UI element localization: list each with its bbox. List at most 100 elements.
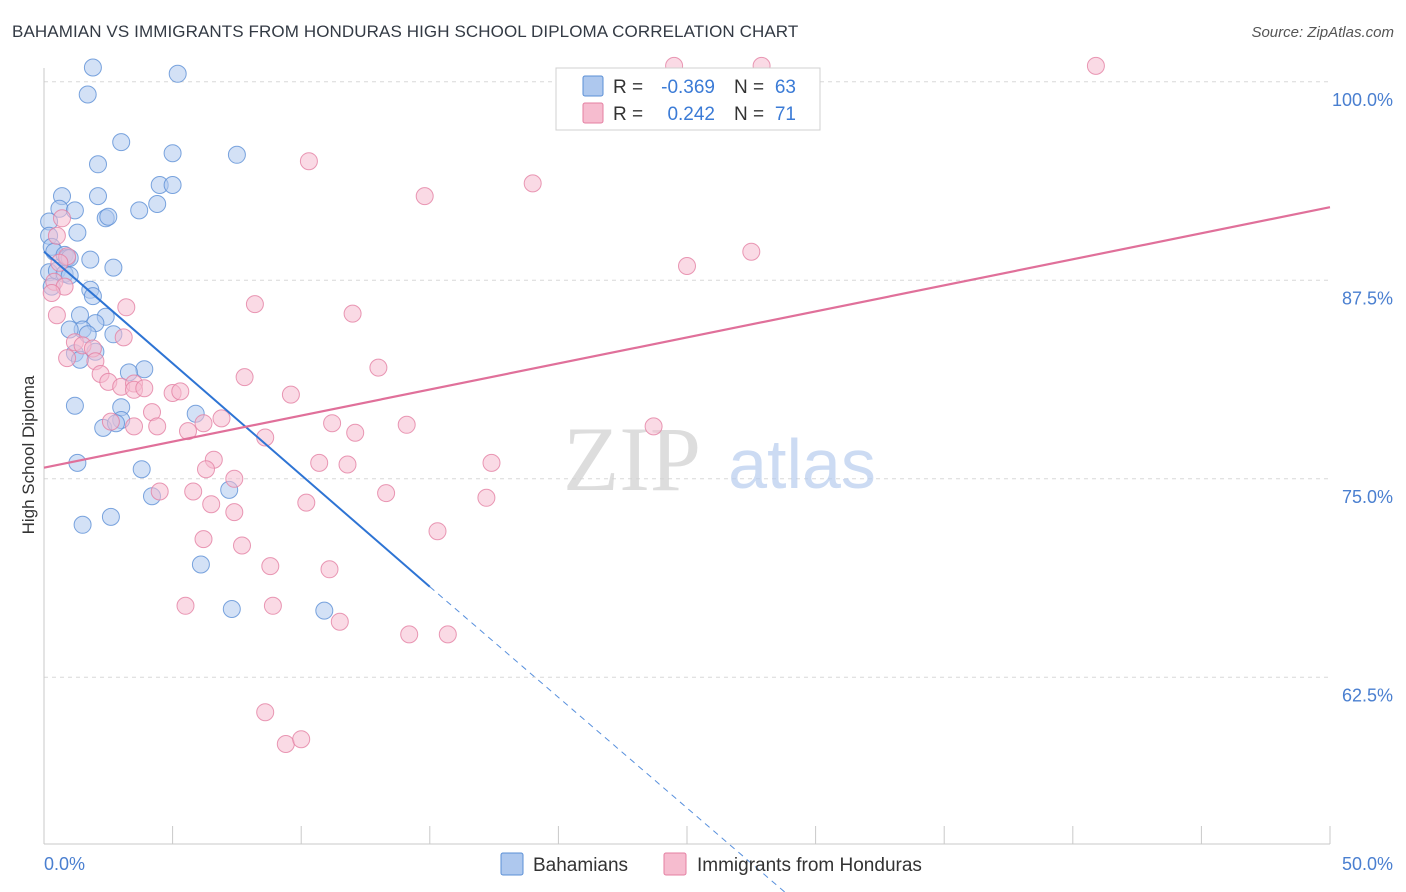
legend-label-honduras: Immigrants from Honduras <box>697 855 922 876</box>
bahamian-point <box>148 195 167 213</box>
honduras-point <box>176 596 195 615</box>
honduras-point <box>171 382 190 401</box>
stats-legend-box: R = -0.369 N = 63 R = 0.242 N = 71 <box>555 67 821 131</box>
watermark-atlas: atlas <box>728 425 876 503</box>
bahamian-point <box>99 207 118 226</box>
honduras-point <box>369 358 388 377</box>
honduras-point <box>276 735 295 753</box>
honduras-point <box>235 368 254 387</box>
honduras-point <box>523 174 542 193</box>
bahamian-trend-line <box>43 250 431 588</box>
y-tick-label: 87.5% <box>1342 288 1393 308</box>
honduras-point <box>400 625 419 644</box>
stats-r-value: 0.242 <box>667 104 715 125</box>
honduras-point <box>338 455 357 474</box>
stats-n-value: 71 <box>775 104 796 125</box>
x-tick-label: 0.0% <box>44 854 85 874</box>
honduras-point <box>482 453 501 472</box>
honduras-point <box>194 414 213 433</box>
bahamian-point <box>227 145 246 164</box>
data-points <box>40 56 1105 753</box>
honduras-point <box>184 482 203 501</box>
bahamian-point <box>191 555 210 574</box>
y-tick-label: 62.5% <box>1342 685 1393 705</box>
honduras-point <box>292 730 311 749</box>
y-tick-label: 75.0% <box>1342 487 1393 507</box>
honduras-point <box>117 298 136 317</box>
stats-n-value: 63 <box>775 77 796 98</box>
honduras-point <box>197 460 215 479</box>
honduras-point <box>212 409 231 428</box>
honduras-point <box>397 415 416 434</box>
honduras-point <box>678 257 696 275</box>
honduras-point <box>299 152 318 171</box>
bahamian-point <box>65 396 84 415</box>
stats-swatch-blue <box>582 75 604 97</box>
legend-swatch-honduras <box>663 852 687 876</box>
honduras-point <box>297 493 316 512</box>
honduras-trend-line <box>43 206 1331 469</box>
honduras-point <box>245 295 264 314</box>
honduras-point <box>225 469 244 488</box>
honduras-point <box>114 328 133 347</box>
stats-n-label: N = <box>734 104 764 125</box>
bahamian-trend-extension <box>429 586 786 892</box>
legend-label-bahamians: Bahamians <box>533 855 628 876</box>
honduras-point <box>194 530 213 549</box>
bahamian-point <box>89 187 107 206</box>
honduras-point <box>202 495 221 514</box>
bahamian-point <box>163 144 182 163</box>
bahamian-point <box>89 155 107 174</box>
bahamian-point <box>81 250 100 269</box>
honduras-point <box>281 385 300 404</box>
source-label: Source: ZipAtlas.com <box>1251 24 1394 41</box>
honduras-point <box>148 417 167 436</box>
honduras-point <box>42 284 61 302</box>
bahamian-point <box>73 515 92 534</box>
watermark-zip: ZIP <box>563 408 701 510</box>
legend-swatch-bahamians <box>500 852 524 876</box>
honduras-point <box>343 304 362 323</box>
axes <box>43 68 1331 845</box>
stats-swatch-pink <box>582 102 604 124</box>
honduras-point <box>320 560 339 579</box>
bahamian-point <box>168 64 187 83</box>
x-tick-label: 50.0% <box>1342 854 1393 874</box>
honduras-point <box>644 417 663 436</box>
honduras-point <box>225 503 244 522</box>
honduras-point <box>263 596 282 615</box>
bahamian-point <box>65 201 84 220</box>
bahamian-point <box>315 601 334 620</box>
y-tick-label: 100.0% <box>1332 90 1393 110</box>
honduras-point <box>233 536 251 555</box>
honduras-point <box>330 612 349 631</box>
honduras-point <box>101 412 120 431</box>
bahamian-point <box>222 600 241 618</box>
axis-labels: 100.0% 87.5% 75.0% 62.5% 0.0% 50.0% High Schoo… <box>19 90 1393 874</box>
trend-lines <box>43 206 1331 892</box>
honduras-point <box>135 379 154 398</box>
bahamian-point <box>68 223 87 242</box>
honduras-point <box>261 557 280 576</box>
bahamian-point <box>130 201 149 220</box>
honduras-point <box>50 253 69 272</box>
honduras-point <box>742 242 761 261</box>
honduras-point <box>428 522 447 541</box>
y-axis-label: High School Diploma <box>19 375 38 534</box>
honduras-point <box>477 488 496 507</box>
bahamian-point <box>135 360 154 379</box>
honduras-point <box>47 306 66 325</box>
honduras-point <box>47 226 66 245</box>
honduras-point <box>256 703 275 722</box>
honduras-point <box>323 414 342 433</box>
bahamian-point <box>132 460 151 479</box>
bahamian-point <box>83 287 102 306</box>
honduras-point <box>1086 56 1105 75</box>
bahamian-point <box>112 133 131 152</box>
honduras-point <box>377 484 396 503</box>
bahamian-point <box>163 176 182 194</box>
chart-title: BAHAMIAN VS IMMIGRANTS FROM HONDURAS HIG… <box>12 22 799 41</box>
honduras-point <box>53 209 71 228</box>
stats-r-value: -0.369 <box>661 77 715 98</box>
